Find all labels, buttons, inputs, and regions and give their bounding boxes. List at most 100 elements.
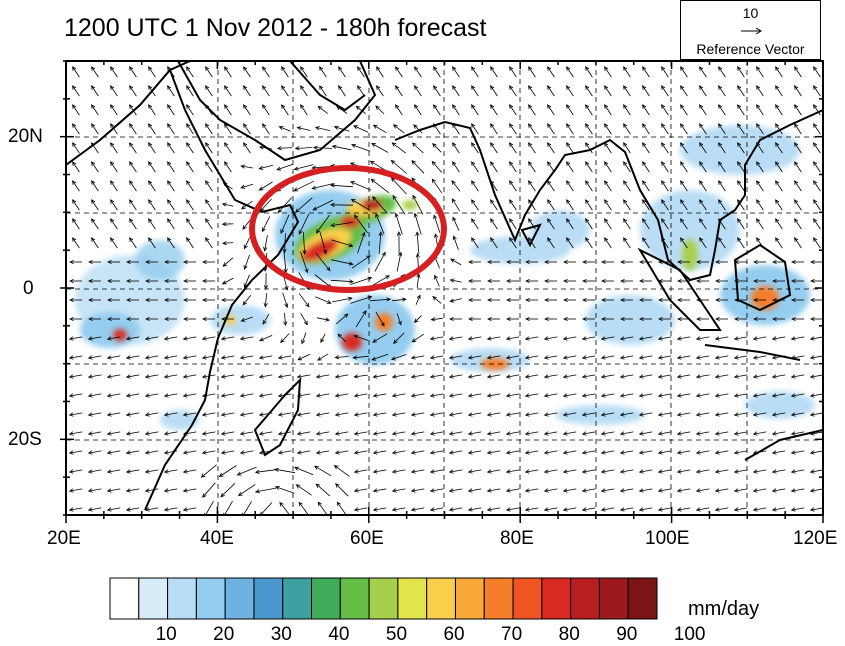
wind-vector <box>316 450 330 454</box>
wind-vector <box>506 374 520 378</box>
wind-vector-head <box>280 338 285 344</box>
wind-vector <box>775 161 783 173</box>
wind-vector <box>623 123 631 135</box>
wind-vector <box>431 317 443 321</box>
wind-vector-head <box>699 218 704 223</box>
wind-vector-head <box>315 374 321 379</box>
wind-vector <box>107 507 121 511</box>
wind-vector <box>487 469 501 473</box>
wind-vector <box>737 85 745 97</box>
wind-vector <box>642 66 650 78</box>
wind-vector <box>525 412 539 416</box>
wind-vector-head <box>220 374 226 379</box>
wind-vector <box>810 469 823 473</box>
wind-vector <box>278 431 292 435</box>
wind-vector-head <box>397 320 402 326</box>
wind-vector-head <box>604 218 609 223</box>
wind-vector-head <box>604 180 609 185</box>
wind-vector-head <box>274 485 280 490</box>
wind-vector-head <box>775 104 780 109</box>
wind-vector-head <box>242 225 247 230</box>
wind-vector <box>658 450 672 454</box>
wind-vector <box>392 412 406 416</box>
wind-vector-head <box>756 199 761 204</box>
wind-vector-head <box>585 85 590 90</box>
wind-vector-head <box>696 316 701 322</box>
wind-vector <box>450 258 462 266</box>
wind-vector <box>642 218 650 230</box>
wind-vector-head <box>695 431 701 436</box>
wind-vector-head <box>338 66 343 71</box>
wind-vector <box>810 431 823 435</box>
wind-vector <box>813 85 821 97</box>
wind-vector <box>696 469 710 473</box>
wind-vector <box>392 507 406 511</box>
wind-vector-head <box>771 507 777 512</box>
wind-vector-head <box>642 199 647 204</box>
wind-vector <box>224 66 232 78</box>
wind-vector <box>642 161 650 173</box>
wind-vector-head <box>581 412 587 417</box>
wind-vector <box>585 218 593 230</box>
wind-vector <box>354 412 368 416</box>
wind-vector-head <box>471 66 476 71</box>
wind-vector-head <box>756 218 761 223</box>
wind-vector <box>222 242 234 244</box>
wind-vector <box>316 317 330 321</box>
wind-vector-head <box>353 393 359 398</box>
wind-vector-head <box>429 488 435 493</box>
wind-vector-head <box>317 356 322 361</box>
wind-vector-head <box>699 123 704 128</box>
wind-vector-head <box>699 199 704 204</box>
wind-vector-head <box>677 278 682 284</box>
wind-vector-head <box>125 469 131 474</box>
wind-vector-head <box>261 227 266 233</box>
wind-vector-head <box>505 336 511 341</box>
colorbar-swatch <box>426 577 456 620</box>
wind-vector-head <box>224 123 229 128</box>
wind-vector-head <box>107 259 112 265</box>
wind-vector-head <box>600 336 606 341</box>
wind-vector-head <box>566 85 571 90</box>
wind-vector-head <box>581 431 587 436</box>
wind-vector <box>490 104 498 116</box>
plot-area <box>66 61 823 515</box>
wind-vector <box>259 164 273 170</box>
wind-vector-head <box>433 214 438 220</box>
wind-vector <box>794 218 802 230</box>
wind-vector-head <box>468 259 473 265</box>
wind-vector <box>449 450 463 454</box>
wind-vector-head <box>509 123 514 128</box>
wind-vector <box>72 104 80 116</box>
wind-vector <box>355 310 367 328</box>
wind-vector <box>331 259 353 265</box>
wind-vector-head <box>243 123 248 128</box>
wind-vector-head <box>391 488 397 493</box>
wind-vector-head <box>182 393 188 398</box>
wind-vector-head <box>809 355 815 360</box>
wind-vector-head <box>737 218 742 223</box>
wind-vector-head <box>305 302 310 308</box>
wind-vector <box>371 143 389 153</box>
wind-vector <box>240 336 254 340</box>
wind-vector-head <box>362 310 367 315</box>
wind-vector <box>279 126 291 132</box>
wind-vector-head <box>566 180 571 185</box>
wind-vector <box>354 450 368 454</box>
wind-vector <box>88 374 102 378</box>
wind-vector <box>471 104 479 116</box>
wind-vector-head <box>201 374 207 379</box>
wind-vector <box>240 431 254 435</box>
wind-vector <box>107 412 121 416</box>
wind-vector-head <box>395 85 400 90</box>
wind-vector-head <box>695 374 701 379</box>
wind-vector-head <box>733 431 739 436</box>
wind-vector-head <box>129 104 134 109</box>
wind-vector-head <box>775 142 780 147</box>
wind-vector <box>563 507 577 511</box>
wind-vector <box>69 488 83 492</box>
wind-vector <box>265 293 267 307</box>
wind-vector-head <box>68 355 74 360</box>
wind-vector-head <box>582 278 587 284</box>
wind-vector-head <box>148 218 153 223</box>
